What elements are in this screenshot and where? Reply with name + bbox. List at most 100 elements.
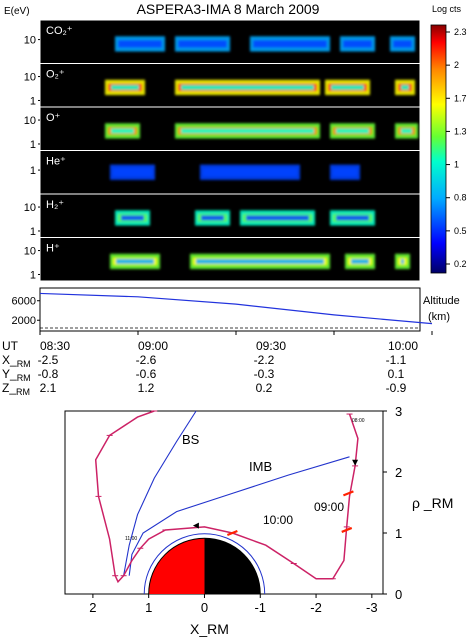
species-label: CO₂⁺ [46,25,73,37]
orbit-series-imb [128,456,350,576]
heat-band [116,258,154,264]
heat-band [253,40,327,48]
table-row-label: Z_RM [2,381,30,397]
energy-tick-label: 10 [24,35,36,47]
label-sub: RM [17,373,31,383]
energy-tick-label: 10 [24,115,36,127]
heat-band [113,168,152,177]
energy-tick-label: 10 [24,202,36,214]
spectrogram-heat [110,253,410,270]
spectrogram-heat [115,36,415,52]
time-label-0900: 09:00 [314,500,344,514]
figure-title: ASPERA3-IMA 8 March 2009 [137,1,320,17]
time-label-1000: 10:00 [263,513,293,527]
table-cell: 09:00 [138,339,168,353]
orbit-xtick-label: 0 [201,600,208,615]
label-main: Z_ [2,381,16,395]
spectrogram-heat [105,79,415,96]
colorbar: Log cts 2.3 2 1.7 1.3 1 0.8 0.5 0.2 [430,4,467,274]
heat-band [196,258,324,264]
small-label-1100: 11:00 [125,536,137,542]
colorbar-bar [430,24,447,274]
table-row-label: X_RM [2,353,31,369]
altitude-tick-label: 2000 [12,315,36,327]
table-cell: -0.3 [254,367,275,381]
altitude-ylabel-line1: Altitude [423,295,460,307]
mars-nightside [204,538,261,594]
heat-band [401,258,404,264]
orbit-xtick-label: 2 [89,600,96,615]
mars-outline [148,537,261,595]
orbit-ytick-label: 1 [395,526,402,541]
orbit-xtick-label: -2 [310,600,322,615]
heat-band [111,128,134,134]
heat-band [343,40,372,48]
colorbar-label: Log cts [432,4,462,14]
colorbar-tick-label: 0.5 [454,226,467,236]
species-label: H₂⁺ [46,199,64,211]
bs-label: BS [182,432,200,447]
imb-label: IMB [249,459,272,474]
time-marker [341,526,353,533]
heat-band [336,215,369,221]
heat-band [181,84,314,90]
heat-band [203,168,297,177]
table-cell: 08:30 [40,339,70,353]
heat-band [111,84,139,90]
energy-tick-label: 1 [30,95,36,107]
orbit-ytick-label: 2 [395,465,402,480]
heat-band [246,215,309,221]
orbit-xtick-label: -1 [254,600,266,615]
orbit-plot: 2 1 0 -1 -2 -3 0 1 2 3 X_RM ρ _RM BS IMB 10:00 09… [64,404,453,637]
heat-band [351,258,369,264]
energy-tick-label: 1 [30,269,36,281]
heat-band [401,84,409,90]
altitude-frame [39,287,421,332]
orbit-xtick-label: -3 [366,600,378,615]
direction-arrow [352,459,359,466]
direction-arrow [192,522,199,529]
spectrogram-heat [115,210,375,226]
table-cell: 10:00 [388,339,418,353]
energy-axis-label: E(eV) [4,6,30,17]
orbit-ytick-label: 0 [395,587,402,602]
heat-band [181,128,314,134]
colorbar-tick-label: 0.2 [454,259,467,269]
heat-band [393,40,412,48]
small-label-0800: 08:00 [352,418,365,424]
heat-band [331,84,364,90]
table-cell: 2.1 [40,381,57,395]
heat-band [121,215,144,221]
altitude-panel: 6000 2000 Altitude (km) [12,287,460,335]
orbit-series-bs [123,410,197,576]
orbit-ylabel: ρ _RM [412,495,453,511]
label-main: Y_ [2,367,17,381]
altitude-ylabel-line2: (km) [428,311,450,323]
label-sub: RM [16,387,30,397]
colorbar-tick-label: 1.3 [454,126,467,136]
table-row-label: UT [2,339,19,353]
table-cell: -0.8 [38,367,59,381]
time-marker [226,529,238,537]
orbit-xlabel: X_RM [190,621,229,637]
colorbar-tick-label: 2.3 [454,27,467,37]
table-cell: 0.1 [388,367,405,381]
colorbar-tick-label: 1.7 [454,93,467,103]
altitude-tick-label: 6000 [12,296,36,308]
energy-tick-label: 10 [24,246,36,258]
species-label: O⁺ [46,112,61,124]
table-cell: 09:30 [256,339,286,353]
heat-band [336,128,369,134]
colorbar-tick-label: 0.8 [454,193,467,203]
table-cell: -2.5 [38,353,59,367]
heat-band [333,168,357,177]
spectrogram-heat [110,164,360,180]
time-marker [343,490,354,497]
table-cell: -0.9 [386,381,407,395]
energy-tick-label: 1 [30,165,36,177]
colorbar-tick-label: 1 [454,160,459,170]
label-main: X_ [2,353,17,367]
species-label: H⁺ [46,243,60,255]
heat-band [118,40,162,48]
